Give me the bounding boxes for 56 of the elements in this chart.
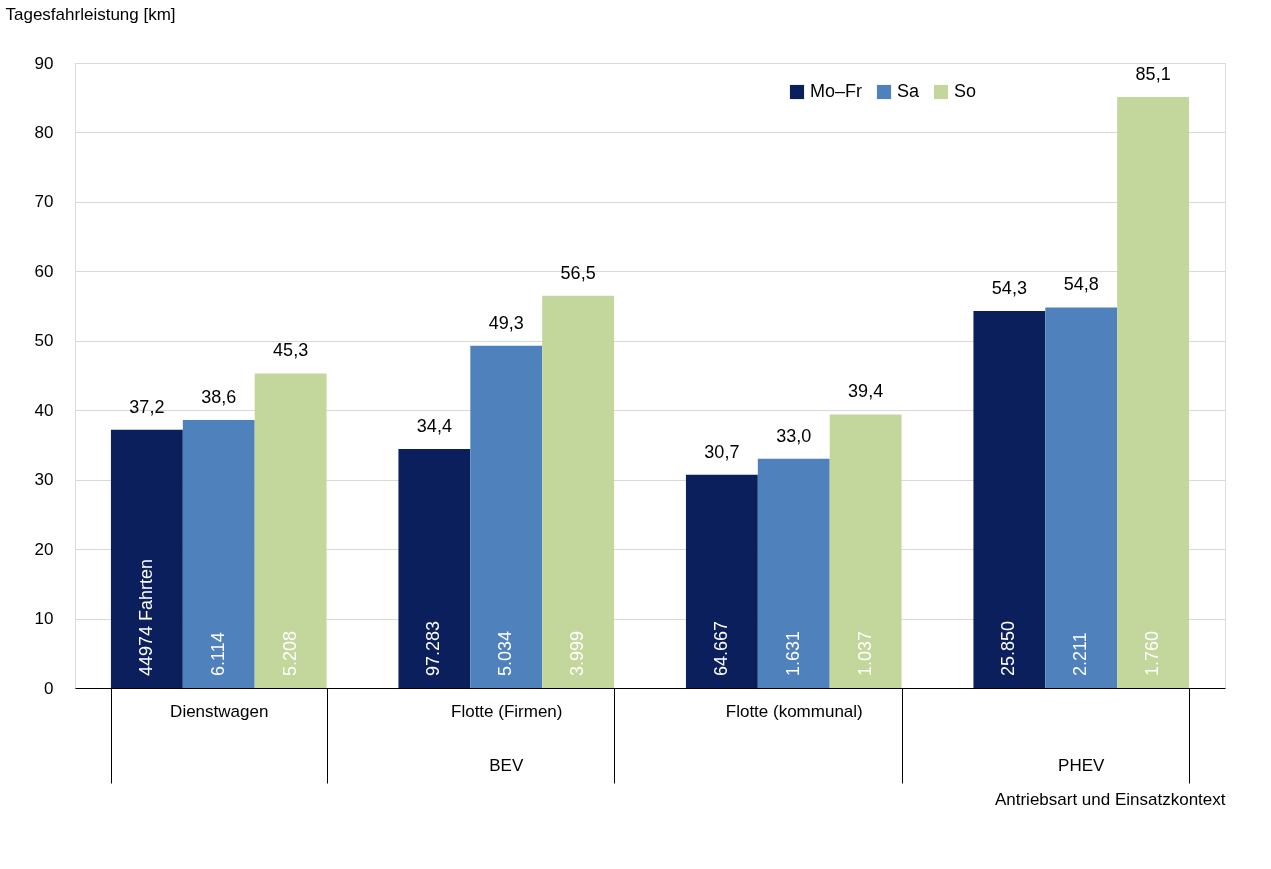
data-label: 56,5	[560, 262, 596, 283]
y-tick-label: 30	[34, 470, 54, 490]
annotation: 2.211	[1070, 632, 1091, 676]
annotation: 1.631	[782, 630, 803, 676]
y-tick-label: 90	[34, 53, 54, 73]
bar	[398, 449, 471, 688]
annotation: 3.999	[567, 630, 588, 676]
annotation: 97.283	[423, 620, 444, 676]
bar	[254, 373, 327, 688]
legend-label: So	[954, 81, 977, 101]
data-label: 54,3	[991, 277, 1027, 298]
data-label: 85,1	[1135, 64, 1171, 85]
x-tick-label: Dienstwagen	[170, 701, 269, 721]
text: PHEV	[1058, 756, 1106, 775]
data-label: 39,4	[848, 381, 884, 402]
legend-label: Mo–Fr	[810, 81, 863, 101]
data-label: 30,7	[704, 441, 740, 462]
text: BEV	[489, 756, 524, 775]
bar	[470, 345, 543, 688]
annotation: 5.208	[279, 630, 300, 676]
annotation: 1.037	[854, 630, 875, 676]
y-tick-label: 20	[34, 539, 54, 559]
data-label: 45,3	[273, 340, 309, 361]
annotation: 44974 Fahrten	[135, 558, 156, 676]
y-tick-label: 10	[34, 609, 54, 629]
data-label: 33,0	[776, 425, 812, 446]
x-axis-title: Antriebsart und Einsatzkontext	[994, 790, 1226, 809]
bar	[685, 474, 758, 688]
y-axis-title: Tagesfahrleistung [km]	[5, 4, 176, 24]
x-tick-label: Flotte (Firmen)	[451, 701, 563, 721]
annotation: 5.034	[495, 630, 516, 676]
data-label: 49,3	[488, 312, 524, 333]
y-tick-label: 70	[34, 192, 54, 212]
annotation: 6.114	[207, 632, 228, 676]
data-label: 37,2	[129, 396, 165, 417]
data-label: 54,8	[1063, 274, 1099, 295]
bar	[542, 295, 615, 688]
bar	[973, 310, 1046, 688]
y-tick-label: 50	[34, 331, 54, 351]
legend-label: Sa	[897, 81, 921, 101]
bar	[110, 429, 183, 688]
y-tick-label: 60	[34, 261, 54, 281]
bar	[757, 458, 830, 688]
bar	[1045, 307, 1118, 688]
bar	[1117, 97, 1190, 688]
annotation: 25.850	[998, 620, 1019, 676]
x-tick-label: Flotte (kommunal)	[725, 701, 863, 721]
y-tick-label: 80	[34, 122, 54, 142]
bar	[829, 414, 902, 688]
y-tick-label: 40	[34, 400, 54, 420]
data-label: 34,4	[416, 416, 452, 437]
annotation: 64.667	[710, 620, 731, 676]
bar	[182, 419, 255, 688]
data-label: 38,6	[201, 386, 237, 407]
y-tick-label: 0	[44, 678, 54, 698]
annotation: 1.760	[1142, 630, 1163, 676]
